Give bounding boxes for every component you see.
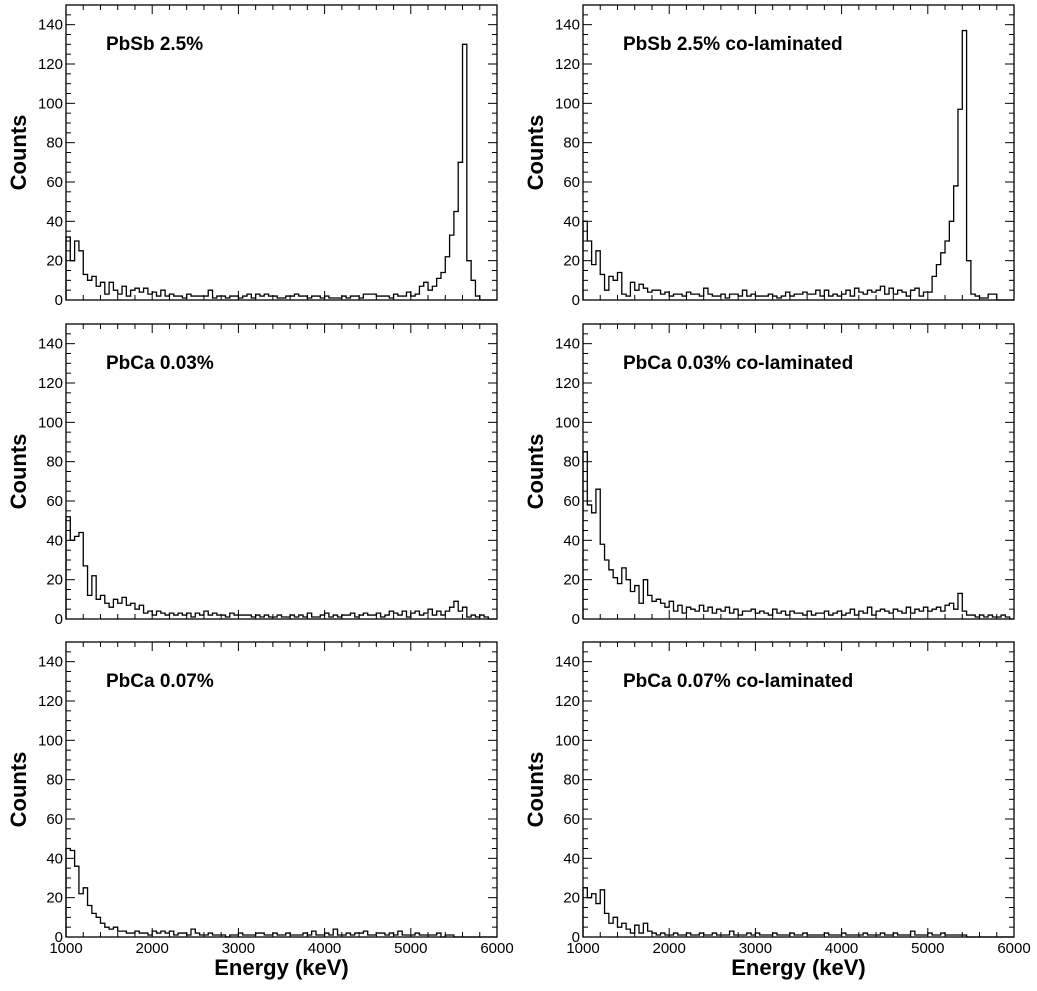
y-tick-label: 80: [563, 772, 580, 789]
y-tick-label: 40: [563, 213, 580, 230]
x-tick-label: 3000: [222, 940, 255, 957]
y-tick-label: 120: [38, 56, 63, 73]
y-tick-label: 80: [46, 772, 63, 789]
panel-label: PbCa 0.07%: [106, 671, 214, 692]
y-tick-label: 60: [46, 174, 63, 191]
y-tick-label: 0: [55, 611, 63, 628]
y-tick-label: 20: [46, 890, 63, 907]
panel-label: PbCa 0.03% co-laminated: [623, 353, 853, 374]
histogram-series: [65, 516, 497, 620]
y-axis-title: Counts: [523, 434, 548, 510]
y-tick-label: 80: [563, 454, 580, 471]
panel-label: PbSb 2.5%: [106, 34, 203, 55]
histogram-series: [582, 887, 1014, 938]
y-tick-label: 20: [46, 572, 63, 589]
x-tick-label: 1000: [566, 940, 599, 957]
x-tick-label: 5000: [394, 940, 427, 957]
y-tick-label: 120: [555, 56, 580, 73]
y-axis-title: Counts: [523, 115, 548, 191]
x-tick-label: 6000: [480, 940, 513, 957]
x-tick-label: 3000: [739, 940, 772, 957]
y-tick-label: 40: [46, 850, 63, 867]
y-tick-label: 20: [46, 253, 63, 270]
y-tick-label: 40: [563, 532, 580, 549]
y-tick-label: 100: [38, 414, 63, 431]
y-tick-label: 120: [555, 693, 580, 710]
panel-label: PbSb 2.5% co-laminated: [623, 34, 843, 55]
y-tick-label: 140: [38, 17, 63, 34]
y-tick-label: 140: [555, 17, 580, 34]
y-tick-label: 100: [555, 732, 580, 749]
y-tick-label: 80: [46, 454, 63, 471]
y-tick-label: 20: [563, 572, 580, 589]
y-tick-label: 40: [46, 213, 63, 230]
y-tick-label: 60: [563, 811, 580, 828]
y-tick-label: 140: [38, 654, 63, 671]
y-tick-label: 40: [46, 532, 63, 549]
y-tick-label: 60: [46, 493, 63, 510]
panel-label: PbCa 0.03%: [106, 353, 214, 374]
y-tick-label: 0: [572, 929, 580, 946]
y-tick-label: 120: [555, 375, 580, 392]
x-tick-label: 1000: [49, 940, 82, 957]
y-tick-label: 100: [555, 414, 580, 431]
y-tick-label: 140: [555, 654, 580, 671]
y-axis-title: Counts: [6, 434, 31, 510]
y-tick-label: 60: [563, 174, 580, 191]
x-tick-label: 2000: [653, 940, 686, 957]
y-tick-label: 0: [572, 292, 580, 309]
y-tick-label: 60: [46, 811, 63, 828]
panel-label: PbCa 0.07% co-laminated: [623, 671, 853, 692]
y-tick-label: 0: [572, 611, 580, 628]
y-tick-label: 100: [38, 95, 63, 112]
histogram-series: [65, 43, 497, 301]
y-tick-label: 120: [38, 375, 63, 392]
histogram-series: [582, 451, 1014, 620]
y-tick-label: 20: [563, 253, 580, 270]
y-tick-label: 80: [563, 135, 580, 152]
x-tick-label: 4000: [825, 940, 858, 957]
x-axis-title: Energy (keV): [214, 955, 349, 980]
y-tick-label: 80: [46, 135, 63, 152]
y-axis-title: Counts: [6, 115, 31, 191]
y-tick-label: 0: [55, 292, 63, 309]
x-tick-label: 6000: [997, 940, 1030, 957]
x-tick-label: 4000: [308, 940, 341, 957]
y-tick-label: 20: [563, 890, 580, 907]
y-tick-label: 140: [38, 336, 63, 353]
histogram-series: [65, 847, 497, 938]
y-tick-label: 140: [555, 336, 580, 353]
x-tick-label: 2000: [136, 940, 169, 957]
histogram-series: [582, 29, 1014, 301]
y-tick-label: 120: [38, 693, 63, 710]
y-tick-label: 60: [563, 493, 580, 510]
y-axis-title: Counts: [523, 752, 548, 828]
y-tick-label: 0: [55, 929, 63, 946]
y-tick-label: 100: [555, 95, 580, 112]
y-tick-label: 40: [563, 850, 580, 867]
x-axis-title: Energy (keV): [731, 955, 866, 980]
y-tick-label: 100: [38, 732, 63, 749]
x-tick-label: 5000: [911, 940, 944, 957]
y-axis-title: Counts: [6, 752, 31, 828]
